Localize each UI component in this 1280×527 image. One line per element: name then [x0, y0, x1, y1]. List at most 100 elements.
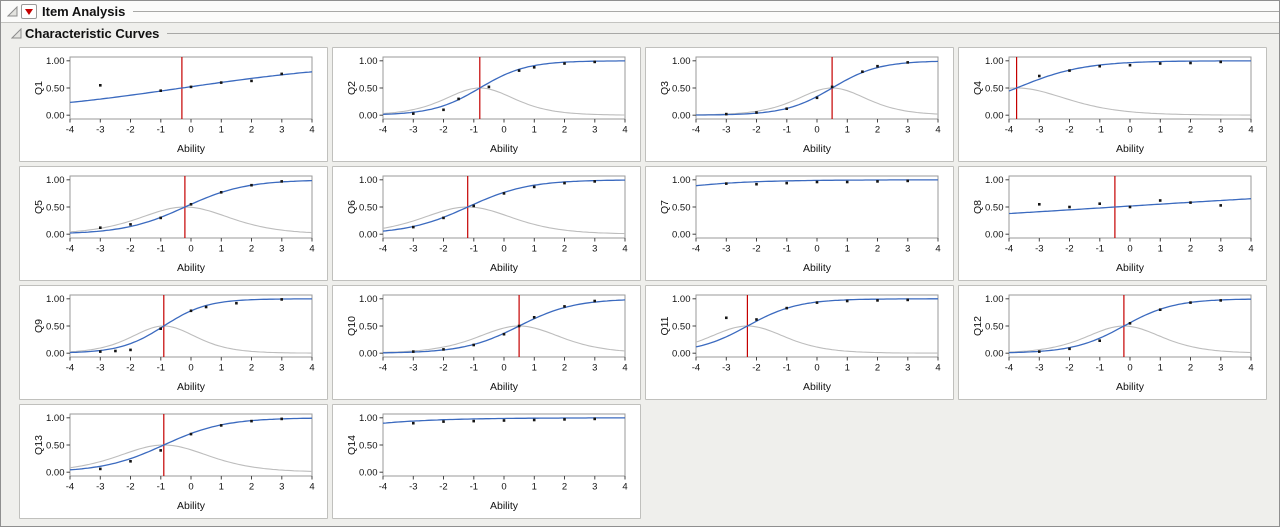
x-tick-label: 1	[845, 244, 850, 255]
item-chart-box: -4 -3 -2 -1 0 1 2 3 4 1.00 0.50 0.00 Ability Q9	[19, 285, 328, 400]
x-tick-label: -1	[470, 363, 478, 374]
x-tick-label: -3	[409, 363, 417, 374]
y-tick-label: 0.50	[985, 83, 1004, 94]
y-tick-label: 0.50	[46, 202, 65, 213]
data-point	[457, 97, 460, 101]
y-tick-label: 0.00	[359, 349, 378, 360]
y-tick-label: 1.00	[672, 175, 691, 186]
item-characteristic-plot[interactable]: -4 -3 -2 -1 0 1 2 3 4 1.00 0.50 0.00 Ability Q12	[967, 291, 1259, 395]
x-tick-label: -1	[783, 125, 791, 136]
x-tick-label: 0	[188, 244, 193, 255]
y-tick-label: 0.50	[359, 321, 378, 332]
x-tick-label: 1	[1158, 363, 1163, 374]
x-tick-label: -2	[439, 125, 447, 136]
data-point	[412, 112, 415, 115]
y-tick-label: 0.50	[359, 440, 378, 451]
item-label: Q14	[346, 435, 358, 455]
red-triangle-menu-button[interactable]	[21, 4, 37, 19]
x-tick-label: 0	[1127, 244, 1132, 255]
x-tick-label: 3	[592, 125, 597, 136]
item-characteristic-plot[interactable]: -4 -3 -2 -1 0 1 2 3 4 1.00 0.50 0.00 Ability Q14	[341, 410, 633, 514]
data-point	[280, 417, 283, 421]
item-characteristic-plot[interactable]: -4 -3 -2 -1 0 1 2 3 4 1.00 0.50 0.00 Ability Q5	[28, 172, 320, 276]
data-point	[235, 301, 238, 305]
secondary-curve	[1008, 87, 1251, 116]
data-point	[1219, 299, 1222, 302]
x-tick-label: 4	[1248, 363, 1253, 374]
x-tick-label: 1	[845, 363, 850, 374]
x-tick-label: 3	[592, 482, 597, 493]
secondary-curve	[69, 325, 312, 354]
disclosure-triangle-icon[interactable]	[11, 27, 22, 39]
data-point	[159, 327, 162, 330]
item-characteristic-plot[interactable]: -4 -3 -2 -1 0 1 2 3 4 1.00 0.50 0.00 Ability Q6	[341, 172, 633, 276]
x-axis-label: Ability	[177, 262, 206, 274]
x-tick-label: -1	[783, 244, 791, 255]
data-point	[159, 216, 162, 220]
y-tick-label: 0.00	[359, 111, 378, 122]
x-tick-label: -3	[722, 363, 730, 374]
characteristic-curves-grid: -4 -3 -2 -1 0 1 2 3 4 1.00 0.50 0.00 Ability Q1 -4 -3-…	[1, 43, 1279, 523]
x-tick-label: -1	[157, 125, 165, 136]
x-tick-label: -3	[1035, 244, 1043, 255]
x-tick-label: 2	[1188, 363, 1193, 374]
item-label: Q7	[659, 200, 671, 214]
y-tick-label: 1.00	[46, 175, 65, 186]
x-axis-label: Ability	[490, 143, 519, 155]
x-tick-label: 0	[814, 363, 819, 374]
x-tick-label: -1	[470, 482, 478, 493]
plot-frame	[69, 294, 313, 358]
item-label: Q3	[659, 81, 671, 95]
x-axis-label: Ability	[490, 500, 519, 512]
item-characteristic-plot[interactable]: -4 -3 -2 -1 0 1 2 3 4 1.00 0.50 0.00 Ability Q10	[341, 291, 633, 395]
data-point	[563, 305, 566, 308]
x-tick-label: -3	[1035, 363, 1043, 374]
x-tick-label: 2	[1188, 125, 1193, 136]
data-point	[250, 419, 253, 423]
y-tick-label: 1.00	[985, 175, 1004, 186]
data-point	[532, 185, 536, 189]
item-label: Q11	[659, 316, 671, 335]
secondary-curve	[695, 325, 938, 354]
x-tick-label: -4	[692, 125, 700, 136]
item-characteristic-plot[interactable]: -4 -3 -2 -1 0 1 2 3 4 1.00 0.50 0.00 Ability Q1	[28, 53, 320, 157]
item-characteristic-plot[interactable]: -4 -3 -2 -1 0 1 2 3 4 1.00 0.50 0.00 Ability Q8	[967, 172, 1259, 276]
data-point	[1098, 64, 1101, 68]
plot-frame	[382, 294, 626, 358]
x-tick-label: 0	[188, 125, 193, 136]
red-triangle-icon	[25, 8, 33, 15]
x-tick-label: -1	[1096, 363, 1104, 374]
item-characteristic-plot[interactable]: -4 -3 -2 -1 0 1 2 3 4 1.00 0.50 0.00 Ability Q3	[654, 53, 946, 157]
x-tick-label: -3	[96, 363, 104, 374]
x-tick-label: -2	[439, 482, 447, 493]
data-point	[1219, 60, 1222, 64]
x-tick-label: 2	[249, 244, 254, 255]
y-tick-label: 0.50	[46, 440, 65, 451]
item-characteristic-plot[interactable]: -4 -3 -2 -1 0 1 2 3 4 1.00 0.50 0.00 Ability Q9	[28, 291, 320, 395]
item-characteristic-plot[interactable]: -4 -3 -2 -1 0 1 2 3 4 1.00 0.50 0.00 Ability Q11	[654, 291, 946, 395]
y-tick-label: 0.00	[985, 111, 1004, 122]
data-point	[725, 182, 728, 185]
data-point	[815, 301, 819, 304]
y-tick-label: 0.00	[672, 230, 691, 241]
x-tick-label: 1	[532, 482, 537, 493]
data-point	[593, 60, 596, 64]
y-tick-label: 1.00	[359, 413, 378, 424]
data-point	[532, 316, 536, 319]
item-characteristic-plot[interactable]: -4 -3 -2 -1 0 1 2 3 4 1.00 0.50 0.00 Ability Q2	[341, 53, 633, 157]
disclosure-triangle-icon[interactable]	[7, 6, 18, 17]
x-tick-label: 0	[1127, 125, 1132, 136]
item-characteristic-plot[interactable]: -4 -3 -2 -1 0 1 2 3 4 1.00 0.50 0.00 Ability Q4	[967, 53, 1259, 157]
item-characteristic-plot[interactable]: -4 -3 -2 -1 0 1 2 3 4 1.00 0.50 0.00 Ability Q13	[28, 410, 320, 514]
x-tick-label: 0	[501, 363, 506, 374]
data-point	[1128, 322, 1132, 325]
x-tick-label: 0	[501, 244, 506, 255]
data-point	[99, 467, 102, 471]
section-title: Characteristic Curves	[25, 25, 160, 41]
data-point	[876, 64, 879, 68]
y-tick-label: 1.00	[359, 175, 378, 186]
item-characteristic-plot[interactable]: -4 -3 -2 -1 0 1 2 3 4 1.00 0.50 0.00 Ability Q7	[654, 172, 946, 276]
x-tick-label: -4	[692, 363, 700, 374]
y-tick-label: 0.00	[46, 230, 65, 241]
x-tick-label: 3	[279, 482, 284, 493]
